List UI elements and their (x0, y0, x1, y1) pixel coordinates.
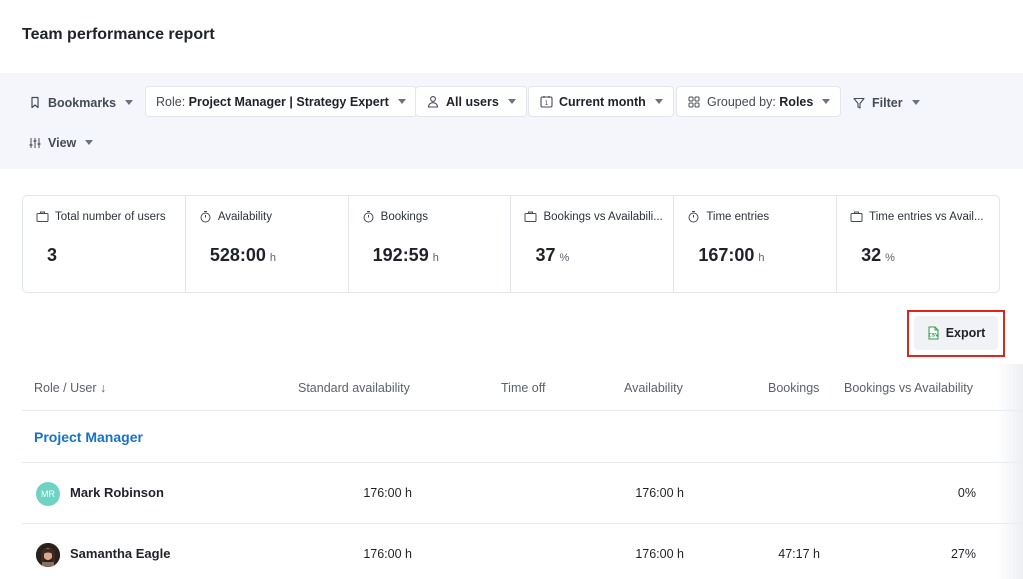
filter-toolbar: Bookmarks Role: Project Manager | Strate… (0, 73, 1023, 169)
page-header: Team performance report (0, 0, 1023, 73)
sliders-icon (28, 136, 42, 150)
stat-label: Bookings vs Availabili... (543, 210, 663, 223)
period-filter-value: Current month (559, 94, 646, 109)
role-filter-value: Project Manager | Strategy Expert (188, 94, 389, 109)
column-header-role-user[interactable]: Role / User ↓ (34, 381, 107, 395)
chevron-down-icon (125, 100, 134, 105)
grouping-value: Roles (779, 94, 814, 109)
export-label: Export (945, 326, 986, 340)
filter-label: Filter (872, 95, 903, 110)
user-name[interactable]: Samantha Eagle (70, 546, 171, 561)
stat-value: 167:00 (698, 245, 755, 265)
view-dropdown[interactable]: View (28, 127, 94, 158)
cell-bookings-vs-availability: 27% (950, 547, 976, 561)
funnel-icon (852, 96, 866, 110)
chevron-down-icon (654, 99, 663, 104)
svg-text:1: 1 (544, 100, 548, 107)
stat-label: Time entries vs Avail... (869, 210, 984, 223)
chevron-down-icon (85, 140, 94, 145)
stat-unit: h (269, 252, 277, 264)
csv-file-icon: CSV (927, 326, 941, 340)
stat-label: Availability (217, 210, 272, 223)
stat-card-total-users: Total number of users 3 (23, 196, 186, 292)
page-title: Team performance report (22, 26, 215, 43)
stat-value: 3 (47, 245, 58, 265)
chevron-down-icon (822, 99, 831, 104)
period-filter-dropdown[interactable]: 1 Current month (528, 86, 674, 117)
role-filter-dropdown[interactable]: Role: Project Manager | Strategy Expert (145, 86, 417, 117)
briefcase-icon (36, 210, 49, 223)
users-filter-dropdown[interactable]: All users (415, 86, 527, 117)
grouping-prefix: Grouped by: (707, 94, 776, 109)
stat-value: 32 (861, 245, 882, 265)
stat-card-bookings-vs-availability: Bookings vs Availabili... 37% (511, 196, 675, 292)
stat-value: 192:59 (372, 245, 429, 265)
table-row[interactable]: MR Mark Robinson 176:00 h 176:00 h 0% (22, 463, 1023, 524)
bookmark-icon (28, 96, 42, 110)
stat-label: Bookings (380, 210, 428, 223)
grid-icon (687, 95, 701, 109)
briefcase-icon (850, 210, 863, 223)
stat-value: 528:00 (209, 245, 266, 265)
view-label: View (48, 135, 77, 150)
table-row[interactable]: Samantha Eagle 176:00 h 176:00 h 47:17 h… (22, 524, 1023, 579)
column-header-bookings[interactable]: Bookings (768, 381, 820, 395)
summary-stats: Total number of users 3 Availability 528… (22, 195, 1000, 293)
cell-standard-availability: 176:00 h (363, 547, 412, 561)
export-button[interactable]: CSV Export (914, 316, 998, 350)
stopwatch-icon (199, 210, 212, 223)
stopwatch-icon (362, 210, 375, 223)
bookmarks-dropdown[interactable]: Bookmarks (28, 87, 134, 118)
bookmarks-label: Bookmarks (48, 95, 117, 110)
column-header-availability[interactable]: Availability (624, 381, 683, 395)
table-header: Role / User ↓ Standard availability Time… (22, 364, 1023, 411)
briefcase-icon (524, 210, 537, 223)
users-filter-value: All users (446, 94, 499, 109)
stat-card-bookings: Bookings 192:59 h (349, 196, 512, 292)
stat-unit: h (758, 252, 765, 264)
filter-dropdown[interactable]: Filter (852, 87, 920, 118)
stat-label: Total number of users (55, 210, 166, 223)
chevron-down-icon (507, 99, 516, 104)
role-group-row[interactable]: Project Manager (22, 411, 1023, 463)
cell-availability: 176:00 h (635, 547, 684, 561)
role-filter-prefix: Role: (156, 94, 186, 109)
calendar-icon: 1 (539, 95, 553, 109)
cell-standard-availability: 176:00 h (363, 486, 412, 500)
stat-label: Time entries (706, 210, 770, 223)
svg-text:CSV: CSV (928, 333, 939, 339)
column-header-time-off[interactable]: Time off (501, 381, 546, 395)
column-header-standard-availability[interactable]: Standard availability (298, 381, 410, 395)
cell-bookings: 47:17 h (778, 547, 820, 561)
avatar: MR (36, 482, 60, 506)
stat-card-availability: Availability 528:00 h (186, 196, 349, 292)
stat-card-time-entries-vs-availability: Time entries vs Avail... 32% (837, 196, 999, 292)
chevron-down-icon (911, 100, 920, 105)
column-header-bookings-vs-availability[interactable]: Bookings vs Availability (844, 381, 974, 395)
grouping-dropdown[interactable]: Grouped by: Roles (676, 86, 842, 117)
stat-card-time-entries: Time entries 167:00 h (674, 196, 838, 292)
chevron-down-icon (397, 99, 406, 104)
role-group-label[interactable]: Project Manager (34, 429, 143, 445)
avatar (36, 543, 60, 567)
user-name[interactable]: Mark Robinson (70, 485, 164, 500)
stat-unit: % (559, 252, 570, 264)
cell-availability: 176:00 h (635, 486, 684, 500)
stat-unit: % (885, 252, 895, 264)
cell-bookings-vs-availability: 0% (957, 486, 976, 500)
stat-unit: h (432, 252, 439, 264)
export-highlight-box (907, 310, 1005, 357)
user-icon (426, 95, 440, 109)
report-table: Role / User ↓ Standard availability Time… (22, 364, 1023, 579)
stat-value: 37 (535, 245, 556, 265)
stopwatch-icon (687, 210, 700, 223)
